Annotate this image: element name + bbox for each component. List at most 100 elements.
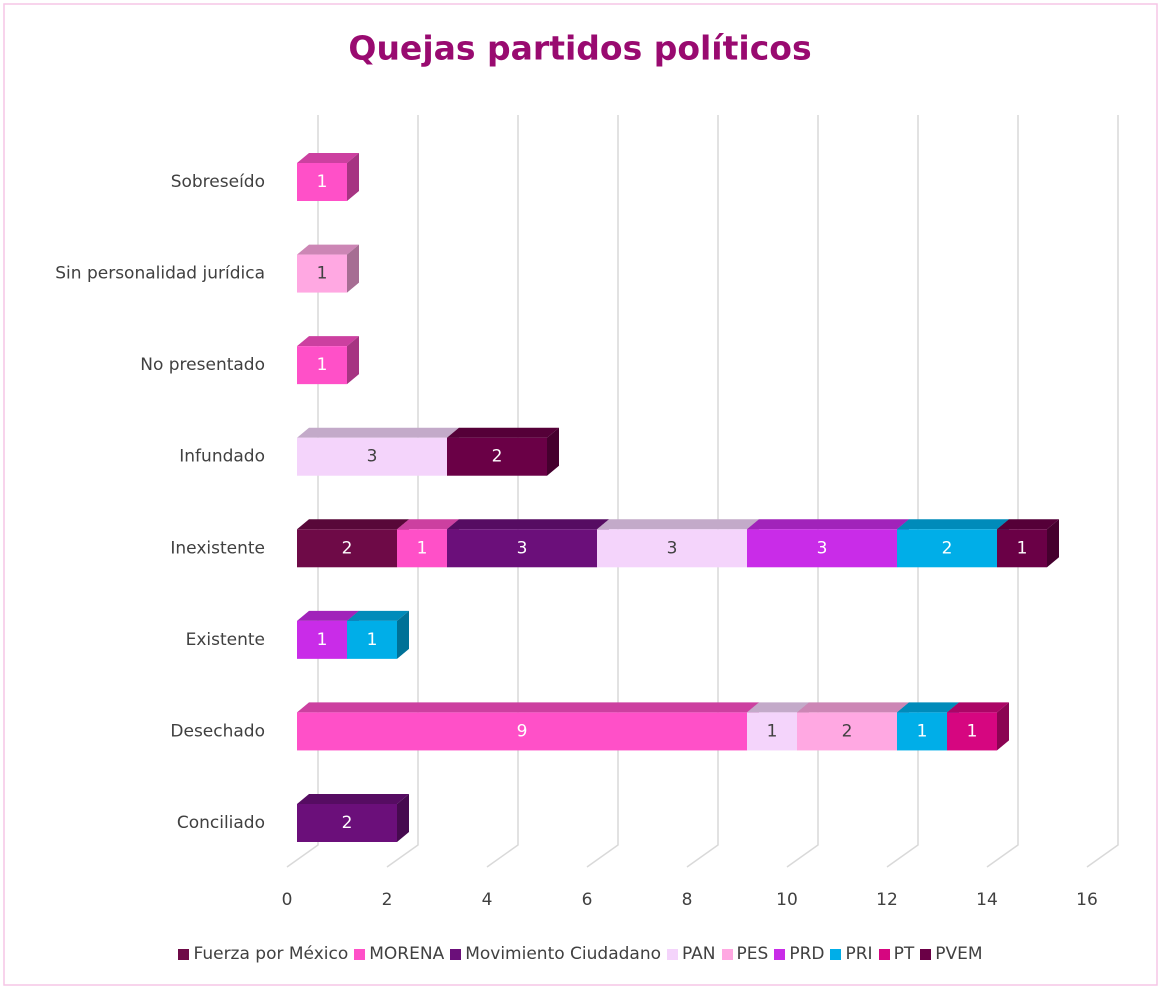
legend-label: PRD — [789, 944, 825, 964]
bar-top — [597, 519, 759, 530]
grid-line — [1086, 115, 1119, 868]
bar — [297, 529, 397, 568]
y-tick-label: Infundado — [179, 447, 265, 467]
x-tick-label: 10 — [776, 890, 798, 910]
bar-top — [347, 610, 409, 621]
legend-label: PAN — [682, 944, 716, 964]
legend-label: PES — [736, 944, 769, 964]
bar-top — [297, 153, 359, 163]
bar-top — [997, 519, 1059, 530]
data-label: 1 — [767, 721, 778, 741]
bar — [397, 529, 447, 568]
legend-item: PRD — [774, 944, 824, 964]
y-tick-label: Sobreseído — [171, 172, 265, 192]
data-label: 1 — [367, 630, 378, 650]
grid-line — [586, 115, 619, 868]
data-label: 1 — [317, 355, 328, 375]
data-label: 1 — [317, 264, 328, 284]
legend-swatch — [354, 948, 366, 960]
legend-label: PRI — [845, 944, 873, 964]
y-tick-label: Existente — [186, 630, 265, 650]
legend-label: PVEM — [935, 944, 983, 964]
data-label: 2 — [492, 447, 503, 467]
bar-side — [347, 244, 359, 293]
grid-line — [986, 115, 1019, 868]
bar-side — [347, 153, 359, 201]
data-label: 3 — [367, 447, 378, 467]
legend-item: PVEM — [920, 944, 983, 964]
legend-swatch — [830, 948, 842, 960]
bar — [447, 529, 597, 568]
legend-item: PT — [878, 944, 915, 964]
data-label: 1 — [317, 630, 328, 650]
bar — [297, 346, 347, 385]
bar — [297, 254, 347, 293]
y-tick-label: Sin personalidad jurídica — [55, 264, 265, 284]
data-label: 1 — [417, 538, 428, 558]
bar-top — [897, 702, 959, 713]
bar — [297, 712, 747, 751]
data-label: 1 — [1017, 538, 1028, 558]
grid-line — [786, 115, 819, 868]
bar — [897, 529, 997, 568]
bar-top — [297, 794, 409, 804]
legend-item: PRI — [830, 944, 873, 964]
bar — [897, 712, 947, 751]
bar — [597, 529, 747, 568]
bar — [747, 712, 797, 751]
y-tick-label: Conciliado — [177, 813, 265, 833]
y-tick-label: Inexistente — [170, 538, 265, 558]
x-tick-label: 4 — [482, 890, 493, 910]
data-label: 2 — [342, 813, 353, 833]
legend-swatch — [878, 948, 890, 960]
bar — [947, 712, 997, 751]
bar-top — [447, 519, 609, 530]
grid-line — [486, 115, 519, 868]
legend-swatch — [667, 948, 679, 960]
bar-top — [297, 336, 359, 347]
legend-label: PT — [893, 944, 915, 964]
data-label: 3 — [667, 538, 678, 558]
bar — [747, 529, 897, 568]
bar-side — [397, 610, 409, 659]
x-tick-label: 16 — [1076, 890, 1098, 910]
legend-item: MORENA — [354, 944, 444, 964]
bar — [297, 620, 347, 659]
data-label: 2 — [942, 538, 953, 558]
grid-line — [686, 115, 719, 868]
legend-item: Fuerza por México — [178, 944, 348, 964]
legend-swatch — [178, 948, 190, 960]
bar-top — [747, 702, 809, 713]
data-label: 9 — [517, 721, 528, 741]
data-label: 1 — [317, 172, 328, 192]
bar-side — [347, 336, 359, 385]
legend-item: Movimiento Ciudadano — [450, 944, 661, 964]
bar — [297, 163, 347, 201]
bar-top — [897, 519, 1009, 530]
bar-top — [397, 519, 459, 530]
data-label: 1 — [917, 721, 928, 741]
bar-top — [297, 244, 359, 255]
bar-side — [397, 794, 409, 842]
x-tick-label: 6 — [582, 890, 593, 910]
bar-top — [797, 702, 909, 713]
grid-line — [386, 115, 419, 868]
legend-label: MORENA — [369, 944, 445, 964]
y-tick-label: Desechado — [170, 721, 265, 741]
bar-top — [297, 519, 409, 530]
x-tick-label: 12 — [876, 890, 898, 910]
bar — [297, 804, 397, 842]
data-label: 2 — [842, 721, 853, 741]
x-tick-label: 0 — [282, 890, 293, 910]
bar-top — [747, 519, 909, 530]
bar — [447, 437, 547, 476]
data-label: 3 — [817, 538, 828, 558]
x-tick-label: 2 — [382, 890, 393, 910]
bar — [297, 437, 447, 476]
bar-top — [947, 702, 1009, 713]
bar-top — [447, 427, 559, 438]
x-tick-label: 8 — [682, 890, 693, 910]
bar-side — [997, 702, 1009, 751]
